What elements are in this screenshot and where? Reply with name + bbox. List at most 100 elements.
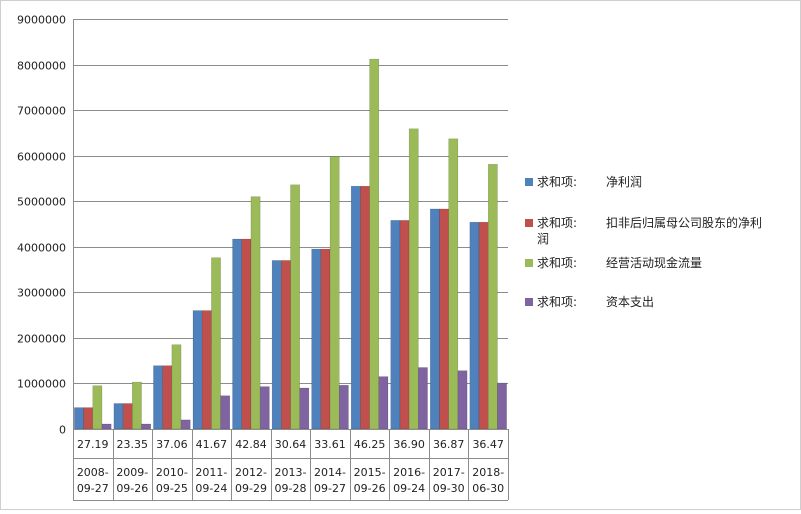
category-value-label: 23.35 <box>117 438 149 451</box>
bar <box>271 260 282 430</box>
bar <box>448 138 459 430</box>
bar <box>369 58 380 430</box>
bar <box>399 220 410 430</box>
category-date-label: 09-26 <box>354 482 386 495</box>
category-value-label: 36.87 <box>433 438 465 451</box>
bar <box>162 365 173 430</box>
bar <box>201 310 212 430</box>
category-date-label: 2011- <box>195 466 227 479</box>
category-value-label: 33.61 <box>314 438 346 451</box>
legend-swatch <box>525 219 533 227</box>
bar <box>290 184 300 430</box>
category-value-label: 42.84 <box>235 438 267 451</box>
category-date-label: 09-30 <box>433 482 465 495</box>
bar <box>122 403 133 430</box>
bar <box>311 248 322 430</box>
y-tick-label: 4000000 <box>17 242 66 255</box>
bar <box>281 260 291 430</box>
category-date-label: 09-27 <box>77 482 109 495</box>
bar <box>232 238 243 430</box>
bar <box>180 419 191 430</box>
bar <box>320 248 331 430</box>
bar <box>439 208 449 430</box>
category-date-label: 2012- <box>235 466 267 479</box>
category-value-label: 36.90 <box>393 438 425 451</box>
legend-prefix: 求和项: <box>537 256 577 270</box>
bar <box>259 386 270 430</box>
legend-prefix: 求和项: <box>537 295 577 309</box>
legend-series-name: 净利润 <box>606 175 642 189</box>
y-tick-label: 0 <box>59 424 66 437</box>
category-date-label: 09-27 <box>314 482 346 495</box>
bar <box>132 381 142 430</box>
bar <box>153 365 163 430</box>
bars <box>74 58 507 430</box>
category-date-label: 09-29 <box>235 482 267 495</box>
category-value-label: 30.64 <box>275 438 307 451</box>
category-date-label: 2009- <box>116 466 148 479</box>
y-tick-label: 6000000 <box>17 151 66 164</box>
bar <box>390 220 401 430</box>
category-date-label: 2015- <box>354 466 386 479</box>
category-value-label: 36.47 <box>472 438 504 451</box>
category-date-label: 06-30 <box>472 482 504 495</box>
bar <box>350 185 361 430</box>
y-tick-label: 7000000 <box>17 105 66 118</box>
category-date-label: 2013- <box>275 466 307 479</box>
bar <box>457 370 468 430</box>
y-tick-label: 5000000 <box>17 196 66 209</box>
y-tick-label: 1000000 <box>17 378 66 391</box>
bar <box>418 367 428 430</box>
bar <box>113 403 124 430</box>
legend-prefix: 求和项: <box>537 216 577 230</box>
y-tick-label: 2000000 <box>17 333 66 346</box>
category-value-label: 37.06 <box>156 438 188 451</box>
category-table: 27.19 2008- 09-27 23.35 2009- 09-26 37.06 2010-… <box>73 429 509 501</box>
category-date-label: 09-26 <box>116 482 148 495</box>
bar <box>469 221 480 430</box>
category-date-label: 2014- <box>314 466 346 479</box>
legend-series-name: 经营活动现金流量 <box>606 255 702 270</box>
bar <box>378 376 389 430</box>
axes: 0 1000000 2000000 3000000 4000000 5000000 6000… <box>17 14 74 437</box>
bar <box>74 407 84 430</box>
bar <box>141 423 151 430</box>
category-value-label: 27.19 <box>77 438 109 451</box>
legend-series-name: 资本支出 <box>606 295 654 309</box>
bar <box>250 196 261 430</box>
bar <box>408 128 419 430</box>
legend-swatch <box>525 259 533 267</box>
category-date-label: 2010- <box>156 466 188 479</box>
legend-swatch <box>525 178 533 186</box>
bar <box>241 238 252 430</box>
category-date-label: 2008- <box>77 466 109 479</box>
bar <box>192 310 203 430</box>
bar <box>478 221 489 430</box>
y-tick-label: 8000000 <box>17 60 66 73</box>
category-date-label: 09-24 <box>195 482 227 495</box>
bar <box>211 257 221 430</box>
bar <box>299 387 310 430</box>
category-value-label: 41.67 <box>196 438 228 451</box>
category-date-label: 2018- <box>472 466 504 479</box>
category-date-label: 2017- <box>433 466 465 479</box>
y-tick-label: 3000000 <box>17 287 66 300</box>
bar <box>329 156 340 430</box>
bar <box>92 385 103 430</box>
category-date-label: 09-24 <box>393 482 425 495</box>
legend-prefix: 求和项: <box>537 175 577 189</box>
bar <box>339 385 349 430</box>
bar <box>83 407 94 430</box>
bar <box>101 423 112 430</box>
bar <box>430 208 440 430</box>
bar <box>360 185 370 430</box>
legend-swatch <box>525 298 533 306</box>
category-date-label: 09-25 <box>156 482 188 495</box>
category-date-label: 2016- <box>393 466 425 479</box>
category-value-label: 46.25 <box>354 438 386 451</box>
bar <box>497 382 507 430</box>
bar <box>487 164 498 430</box>
